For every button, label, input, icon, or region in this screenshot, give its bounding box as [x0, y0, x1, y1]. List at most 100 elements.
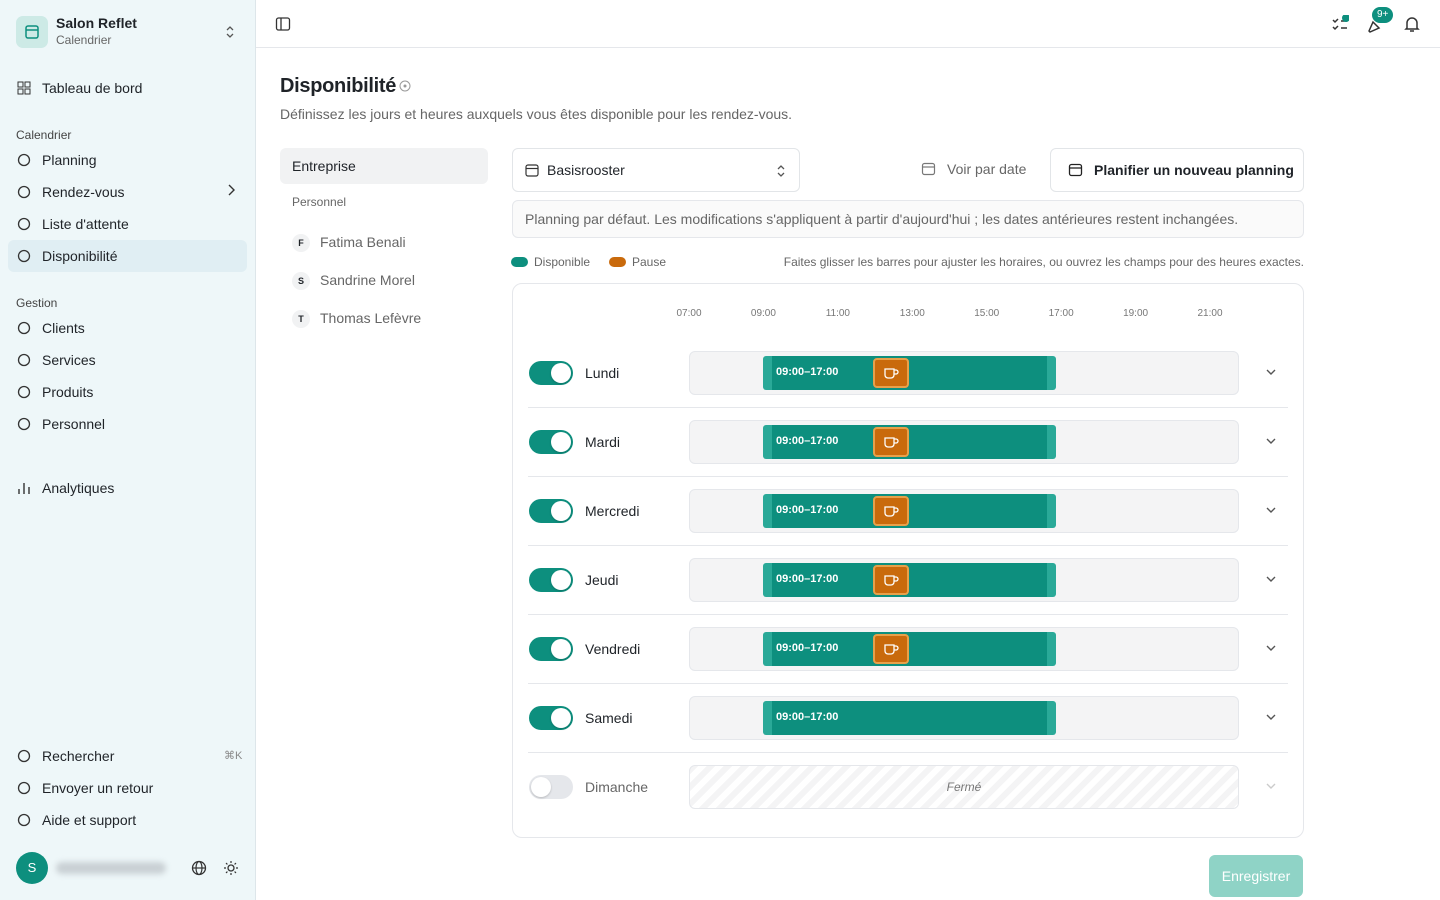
availability-bar[interactable]: 09:00–17:00 [763, 632, 1056, 666]
notice-text: Planning par défaut. Les modifications s… [525, 211, 1239, 227]
day-toggle[interactable] [529, 430, 573, 454]
org-name: Salon Reflet [56, 15, 137, 31]
nav-item[interactable]: Analytiques [16, 480, 114, 496]
day-toggle[interactable] [529, 568, 573, 592]
help-icon[interactable] [399, 80, 411, 92]
nav-item[interactable]: Produits [16, 376, 239, 408]
expand-chevron[interactable] [1264, 572, 1278, 589]
expand-chevron[interactable] [1264, 710, 1278, 727]
nav-label: Envoyer un retour [42, 780, 154, 796]
bar-range: 09:00–17:00 [776, 642, 839, 654]
tasks-button[interactable] [1331, 15, 1349, 33]
pause-block[interactable] [873, 427, 909, 457]
pause-block[interactable] [873, 358, 909, 388]
availability-bar[interactable]: 09:00–17:00 [763, 563, 1056, 597]
hour-label: 21:00 [1197, 308, 1223, 319]
staff-initial: T [292, 310, 310, 328]
staff-initial: S [292, 272, 310, 290]
availability-bar[interactable]: 09:00–17:00 [763, 356, 1056, 390]
theme-button[interactable] [223, 860, 239, 876]
bar-range: 09:00–17:00 [776, 573, 839, 585]
hour-label: 17:00 [1048, 308, 1074, 319]
save-button[interactable]: Enregistrer [1209, 855, 1303, 897]
toggle-knob [531, 777, 551, 797]
nav-label: Liste d'attente [42, 216, 129, 232]
view-by-date[interactable]: Voir par date [921, 161, 1026, 177]
sidebar: Salon Reflet Calendrier Tableau de bord … [0, 0, 256, 900]
day-track: 09:00–17:00 [689, 696, 1239, 740]
hour-label: 11:00 [825, 308, 850, 319]
availability-bar[interactable]: 09:00–17:00 [763, 425, 1056, 459]
row-divider [528, 752, 1288, 753]
pause-block[interactable] [873, 634, 909, 664]
availability-bar[interactable]: 09:00–17:00 [763, 494, 1056, 528]
sidebar-toggle[interactable] [275, 16, 291, 32]
expand-chevron[interactable] [1264, 641, 1278, 658]
org-logo [16, 16, 48, 48]
day-toggle[interactable] [529, 637, 573, 661]
staff-initial: F [292, 234, 310, 252]
day-toggle[interactable] [529, 706, 573, 730]
day-row: Samedi 09:00–17:00 [528, 696, 1288, 765]
toggle-knob [551, 639, 571, 659]
row-divider [528, 545, 1288, 546]
day-toggle[interactable] [529, 499, 573, 523]
nav-label: Produits [42, 384, 94, 400]
availability-card [512, 283, 1304, 838]
day-toggle[interactable] [529, 361, 573, 385]
avatar[interactable]: S [16, 852, 48, 884]
nav-item[interactable]: Aide et support [16, 812, 136, 828]
staff-name[interactable]: Fatima Benali [320, 234, 406, 250]
toggle-knob [551, 432, 571, 452]
language-button[interactable] [191, 860, 207, 876]
expand-chevron[interactable] [1264, 365, 1278, 382]
pause-block[interactable] [873, 565, 909, 595]
nav-item[interactable]: Tableau de bord [16, 80, 142, 96]
nav-item[interactable]: Disponibilité [8, 240, 247, 272]
nav-item[interactable]: Rechercher [16, 748, 114, 764]
pause-block[interactable] [873, 496, 909, 526]
hour-label: 07:00 [676, 308, 702, 319]
nav-label: Personnel [42, 416, 106, 432]
staff-name[interactable]: Thomas Lefèvre [320, 310, 422, 326]
day-toggle[interactable] [529, 775, 573, 799]
day-row: Mercredi 09:00–17:00 [528, 489, 1288, 558]
nav-item[interactable]: Rendez-vous [16, 176, 239, 208]
user-name-blurred [56, 862, 166, 874]
nav-item[interactable]: Planning [16, 144, 239, 176]
expand-chevron[interactable] [1264, 434, 1278, 451]
staff-name[interactable]: Sandrine Morel [320, 272, 415, 288]
nav-item[interactable]: Personnel [16, 408, 239, 440]
closed-label: Fermé [946, 780, 982, 794]
day-name: Samedi [585, 710, 633, 726]
expand-chevron[interactable] [1264, 779, 1278, 796]
availability-bar[interactable]: 09:00–17:00 [763, 701, 1056, 735]
nav-item[interactable]: Clients [16, 312, 239, 344]
expand-chevron[interactable] [1264, 503, 1278, 520]
day-track: 09:00–17:00 [689, 558, 1239, 602]
schedule-name: Basisrooster [547, 162, 625, 178]
day-name: Mardi [585, 434, 621, 450]
scope-group: Personnel [292, 195, 347, 209]
legend-hint: Faites glisser les barres pour ajuster l… [783, 255, 1304, 269]
day-track: Fermé [689, 765, 1239, 809]
updates-button[interactable] [1366, 16, 1384, 34]
scope-tab-active[interactable]: Entreprise [280, 148, 488, 184]
page-subtitle: Définissez les jours et heures auxquels … [280, 106, 793, 122]
nav-label: Rendez-vous [42, 184, 125, 200]
new-schedule-label: Planifier un nouveau planning [1094, 162, 1294, 178]
schedule-select[interactable]: Basisrooster [512, 148, 800, 192]
nav-item[interactable]: Liste d'attente [16, 208, 239, 240]
topbar: 9+ [256, 0, 1440, 48]
new-schedule-button[interactable]: Planifier un nouveau planning [1050, 148, 1304, 192]
nav-item[interactable]: Envoyer un retour [16, 780, 153, 796]
hour-label: 09:00 [750, 308, 776, 319]
notifications-button[interactable] [1403, 15, 1421, 33]
nav-item[interactable]: Services [16, 344, 239, 376]
org-switch[interactable] [224, 25, 236, 39]
scope-label: Entreprise [292, 158, 356, 174]
nav-label: Clients [42, 320, 85, 336]
bar-range: 09:00–17:00 [776, 504, 839, 516]
hour-label: 15:00 [974, 308, 1000, 319]
